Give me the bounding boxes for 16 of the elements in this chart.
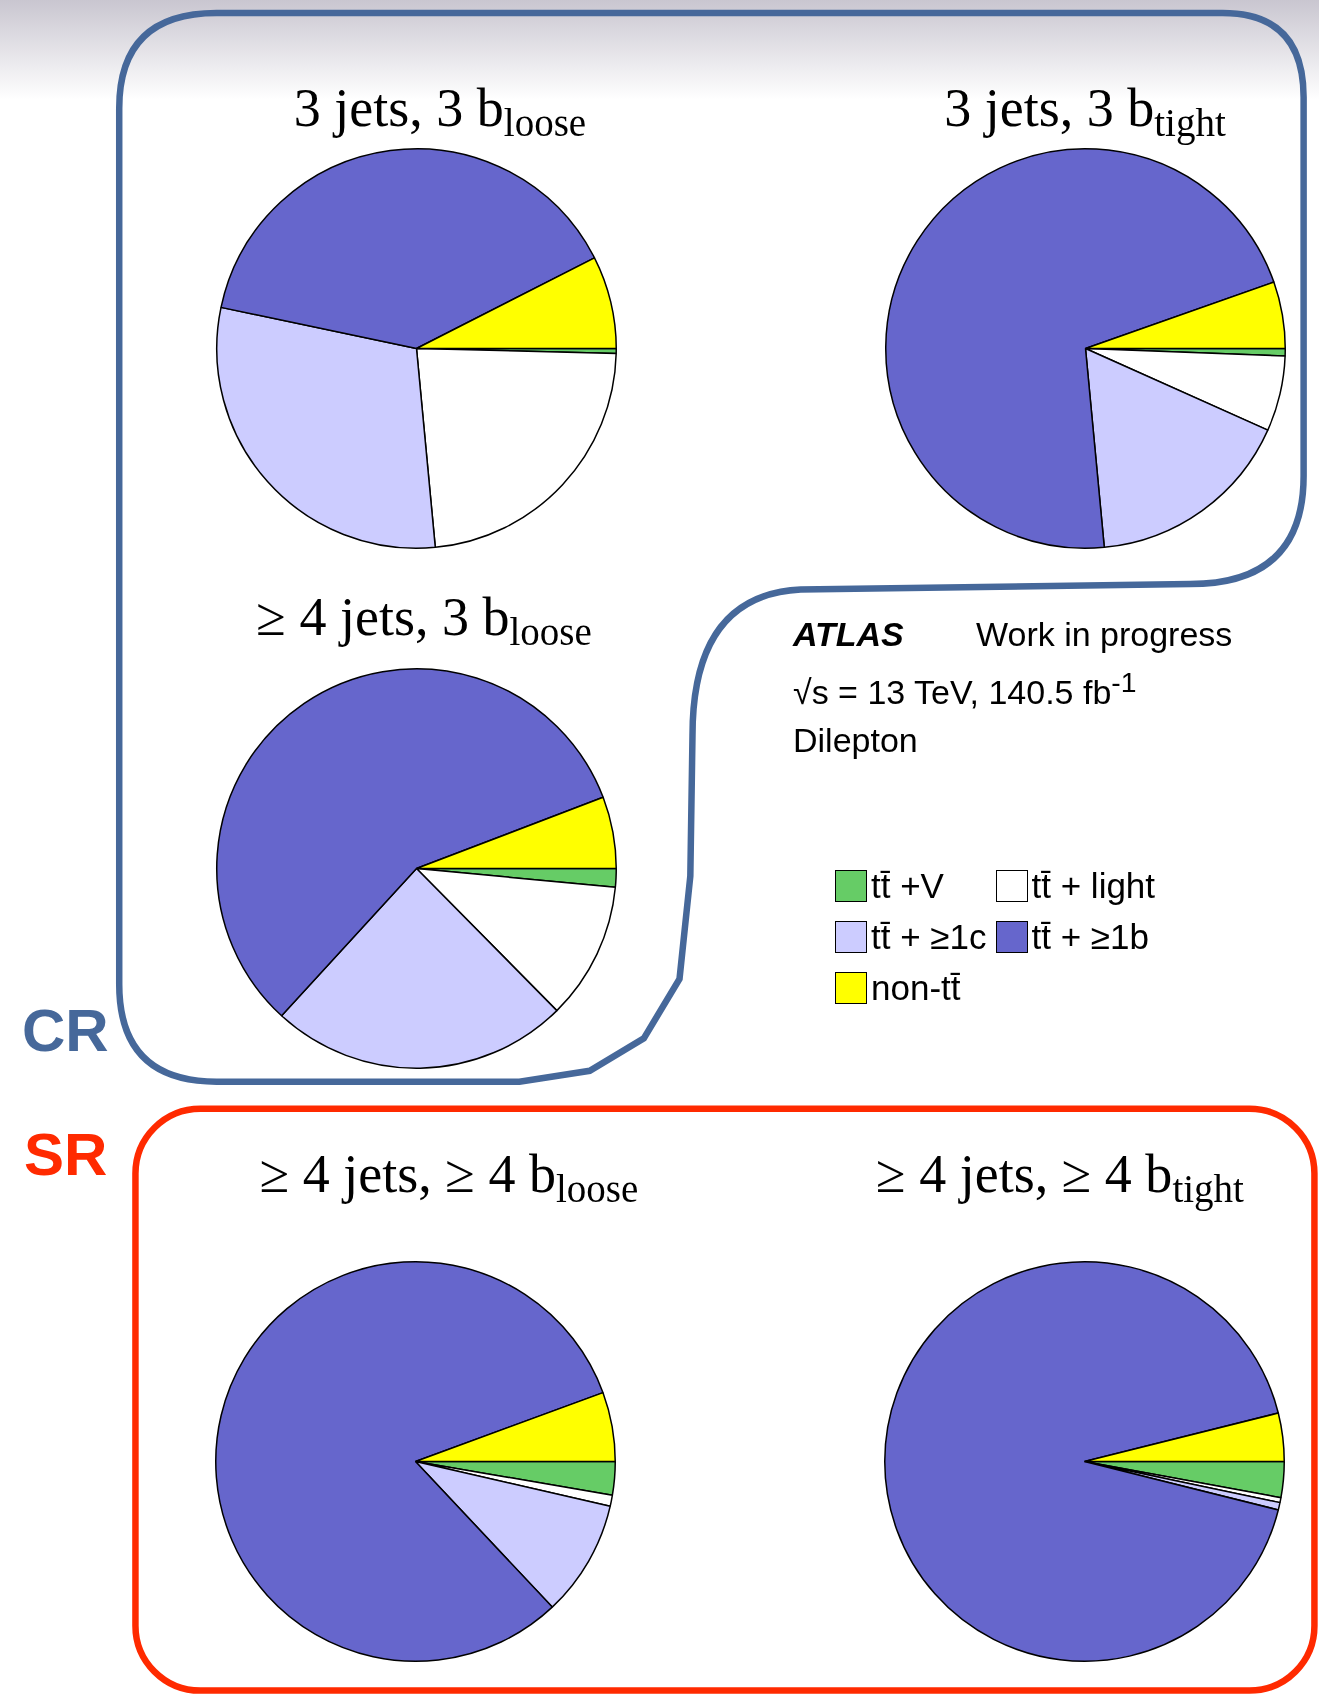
text: √s = 13 TeV, 140.5 fb$^{-1}$ [793,666,1137,712]
text: SR [24,1121,108,1188]
text: CR [22,997,109,1064]
chart-title: 3 jets, 3 b$_{tight}$ [944,78,1226,144]
chart-title: ≥ 4 jets, ≥ 4 b$_{loose}$ [259,1144,639,1210]
legend-label: tt̄ +V [871,866,944,906]
chart-title: 3 jets, 3 b$_{loose}$ [293,78,587,144]
text: ATLAS [793,615,904,653]
chart-title: ≥ 4 jets, ≥ 4 b$_{tight}$ [876,1144,1244,1210]
chart-title: ≥ 4 jets, 3 b$_{loose}$ [256,587,592,653]
legend-label: tt̄ + light [1031,866,1156,906]
legend-label: non-tt̄ [871,968,961,1008]
legend-label: tt̄ + ≥1b [1031,917,1149,957]
text: Work in progress [976,615,1233,653]
text: Dilepton [793,721,918,759]
legend-label: tt̄ + ≥1c [871,917,987,957]
